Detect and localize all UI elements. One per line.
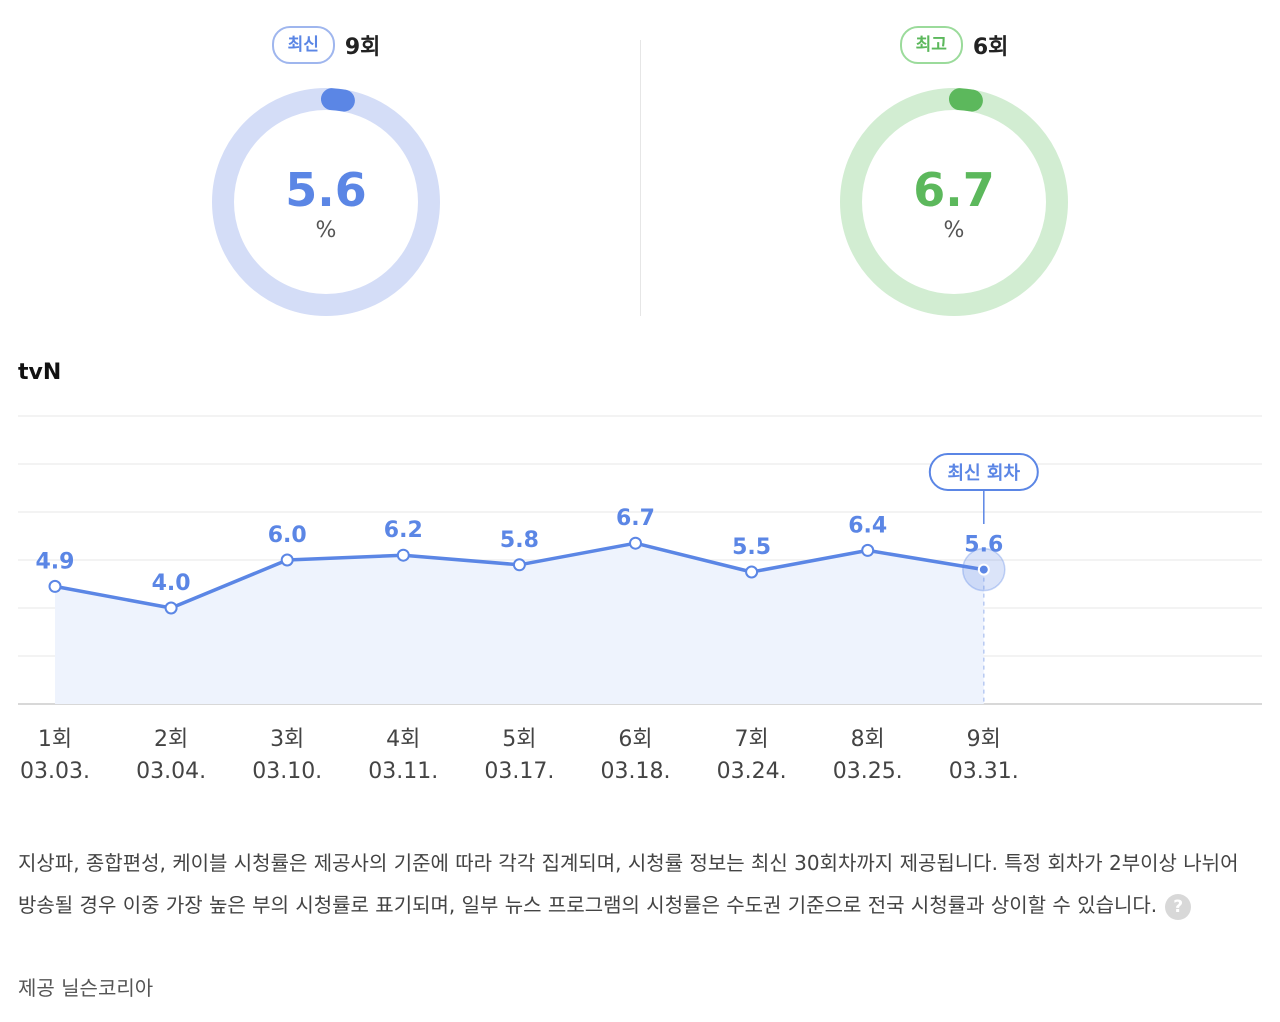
annotation-bubble [928,453,1039,491]
data-point [977,563,990,576]
data-label: 5.5 [732,535,771,560]
highest-donut-arc [840,88,1068,316]
x-tick-date: 03.18. [601,759,671,784]
data-label: 6.0 [268,523,307,548]
highest-episode: 6회 [972,35,1009,60]
data-label: 6.2 [384,518,423,543]
data-point [396,548,410,562]
data-label: 6.7 [616,506,655,531]
data-provider: 제공 닐슨코리아 [18,976,154,1000]
x-tick-date: 03.24. [717,759,787,784]
highest-badge: 최고 [899,26,963,64]
ratings-note-text: 지상파, 종합편성, 케이블 시청률은 제공사의 기준에 따라 각각 집계되며,… [18,851,1239,917]
x-tick-episode: 3회 [270,727,304,752]
x-tick-date: 03.11. [368,759,438,784]
highest-unit: % [943,218,965,243]
annotation-text: 최신 회차 [948,463,1021,484]
latest-donut-arc [212,88,440,316]
help-icon[interactable]: ? [1165,893,1192,920]
latest-value: 5.6 [285,163,367,217]
highest-value: 6.7 [913,163,995,217]
ratings-note: 지상파, 종합편성, 케이블 시청률은 제공사의 기준에 따라 각각 집계되며,… [18,842,1262,926]
latest-rating-panel: 최신 9회 5.6 % [176,22,476,322]
data-point [164,601,178,615]
ratings-line-chart: 4.9 4.0 6.0 6.2 5.8 6.7 5.5 6.4 5.6 최신 회차 1회 03.03.… [18,415,1262,784]
x-tick-episode: 4회 [386,727,420,752]
data-point [280,553,294,567]
x-tick-date: 03.25. [833,759,903,784]
latest-badge: 최신 [271,26,335,64]
panel-divider [640,40,641,316]
x-tick-episode: 8회 [851,727,885,752]
data-point [48,579,62,593]
channel-name: tvN [18,360,62,385]
x-tick-episode: 5회 [502,727,536,752]
x-tick-date: 03.17. [484,759,554,784]
data-label: 4.0 [152,571,191,596]
data-label: 5.8 [500,528,539,553]
latest-donut [212,88,440,316]
x-tick-date: 03.04. [136,759,206,784]
highest-rating-panel: 최고 6회 6.7 % [804,22,1104,322]
latest-unit: % [315,218,337,243]
x-tick-date: 03.03. [20,759,90,784]
x-tick-episode: 7회 [734,727,768,752]
x-tick-episode: 9회 [967,727,1001,752]
x-tick-date: 03.10. [252,759,322,784]
data-point [512,558,526,572]
rating-summary: 최신 9회 5.6 % 최고 6회 6.7 % [0,0,1280,330]
highest-donut [840,88,1068,316]
x-tick-episode: 1회 [38,727,72,752]
area-fill [55,543,984,704]
data-label: 5.6 [964,533,1003,558]
data-point [745,565,759,579]
data-point [861,543,875,557]
latest-episode: 9회 [344,35,381,60]
x-tick-episode: 2회 [154,727,188,752]
data-label: 4.9 [36,549,75,574]
x-tick-date: 03.31. [949,759,1019,784]
data-label: 6.4 [848,513,887,538]
x-tick-episode: 6회 [618,727,652,752]
data-point [629,536,642,550]
